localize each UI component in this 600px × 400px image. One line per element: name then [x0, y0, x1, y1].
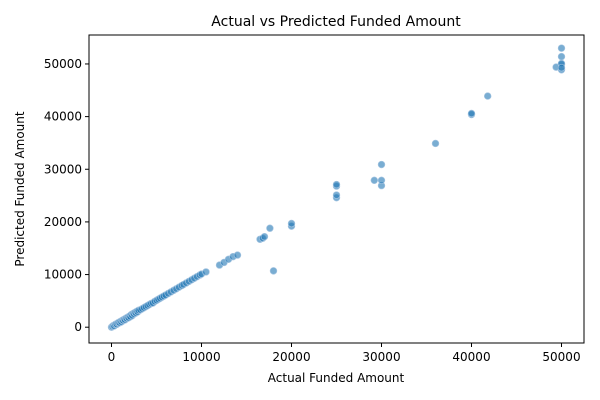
x-tick-label: 10000 [182, 350, 220, 364]
data-point [557, 52, 566, 61]
data-point [431, 139, 440, 148]
data-point [484, 92, 492, 100]
data-point [260, 232, 269, 241]
chart-title: Actual vs Predicted Funded Amount [211, 14, 461, 30]
y-tick-label: 40000 [44, 110, 82, 124]
plot-frame [88, 34, 585, 344]
data-point [377, 160, 386, 169]
data-point [332, 180, 341, 189]
x-axis-ticks: 0 10000 20000 30000 40000 50000 [108, 343, 581, 364]
data-points [107, 44, 566, 331]
data-point [202, 268, 210, 276]
x-tick-label: 40000 [452, 350, 490, 364]
x-tick-label: 0 [108, 350, 116, 364]
y-tick-label: 20000 [44, 215, 82, 229]
data-point [377, 176, 386, 185]
data-point [269, 267, 278, 275]
x-tick-label: 30000 [362, 350, 400, 364]
y-tick-label: 0 [74, 320, 82, 334]
y-tick-label: 10000 [44, 268, 82, 282]
data-point [557, 63, 566, 72]
data-point [332, 191, 341, 199]
y-axis-ticks: 0 10000 20000 30000 40000 50000 [44, 57, 89, 334]
data-point [467, 109, 476, 118]
x-axis-label: Actual Funded Amount [268, 371, 405, 385]
y-tick-label: 30000 [44, 162, 82, 176]
data-point [287, 219, 296, 228]
x-tick-label: 20000 [272, 350, 310, 364]
x-tick-label: 50000 [542, 350, 580, 364]
data-point [557, 44, 566, 52]
data-point [233, 251, 242, 259]
y-axis-label: Predicted Funded Amount [13, 111, 27, 266]
data-point [370, 176, 378, 185]
data-point [266, 224, 274, 232]
y-tick-label: 50000 [44, 57, 82, 71]
